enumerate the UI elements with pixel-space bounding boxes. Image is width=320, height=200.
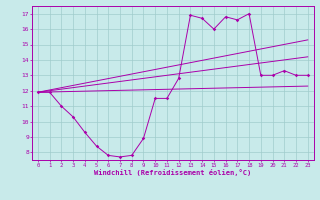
X-axis label: Windchill (Refroidissement éolien,°C): Windchill (Refroidissement éolien,°C) — [94, 169, 252, 176]
